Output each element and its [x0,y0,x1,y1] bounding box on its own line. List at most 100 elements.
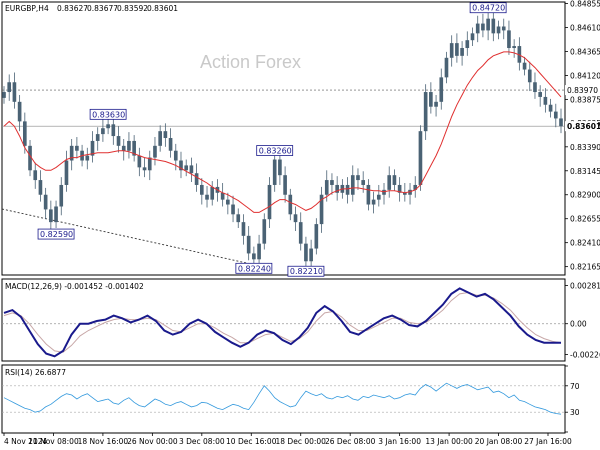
price-panel[interactable]: EURGBP,H4 0.83627 0.83677 0.83592 0.8360… [1,0,600,277]
candle-body [314,224,319,249]
candle-body [75,145,79,151]
candle-body [59,184,64,207]
candle-body [434,101,438,107]
candle-body [345,184,350,195]
price-annotation-box [37,228,75,240]
price-annotation-label: 0.83630 [92,110,125,119]
candle-body [158,131,162,146]
candle-body [64,160,69,185]
price-annotation-label: 0.84720 [472,4,505,13]
candle-body [127,140,131,151]
candle-body [376,194,381,200]
candle-body [184,165,189,171]
candle-body [2,92,6,98]
x-tick-label: 27 Jan 16:00 [524,437,572,446]
horizontal-line-label-bg [565,121,598,132]
price-annotation-box [287,265,325,277]
candle-body [116,136,121,146]
candle-body [179,160,183,171]
rsi-panel-frame [1,364,566,434]
price-header-title: EURGBP,H4 [5,4,49,13]
candle-body [121,145,126,151]
candle-body [199,184,204,195]
candle-body [392,175,397,185]
candle-body [293,214,298,223]
candle-body [403,192,407,195]
candle-body [231,204,235,215]
candle-body [283,175,287,195]
price-y-tick-label: 0.84365 [570,47,600,56]
price-annotation-label: 0.82590 [40,230,73,239]
candle-body [460,48,464,56]
rsi-y-tick-label: 70 [570,382,580,391]
candle-body [356,175,360,181]
price-header-open: 0.83627 [57,4,88,13]
candles [2,9,563,272]
candle-body [262,219,267,244]
candle-body [90,140,95,156]
horizontal-line-label: 0.83970 [567,86,598,95]
candle-body [7,82,12,93]
price-annotation-box [235,262,273,274]
x-tick-label: 18 Nov 16:00 [78,437,129,446]
rsi-guide-lines [2,385,565,413]
x-tick-label: 26 Dec 08:00 [325,437,376,446]
candle-body [142,167,147,171]
candle-body [252,253,256,260]
price-y-tick-label: 0.82655 [570,215,600,224]
candle-body [548,104,553,112]
price-header-close: 0.83601 [147,4,178,13]
horizontal-line-label: 0.83601 [567,122,600,131]
price-y-tick-label: 0.84120 [570,71,600,80]
candle-body [267,184,272,220]
candle-body [194,173,199,185]
macd-y-tick-label: 0.002816 [570,281,600,290]
price-y-tick-label: 0.84855 [570,0,600,9]
candle-body [54,206,58,223]
watermark: Action Forex [200,52,301,72]
x-tick-label: 3 Jan 16:00 [378,437,421,446]
candle-body [95,134,100,141]
candle-body [512,46,516,49]
candle-body [23,121,27,146]
macd-line [3,287,561,358]
macd-header: MACD(12,26,9) -0.001452 -0.001402 [5,282,144,291]
horizontal-lines: 0.83970 0.83601 [2,85,600,132]
candle-body [475,23,480,34]
candle-body [189,165,194,174]
rsi-panel[interactable]: RSI(14) 26.6877 70 30 [1,364,580,434]
candle-body [246,235,251,254]
candle-body [49,209,53,223]
candle-body [553,111,558,119]
x-tick-label: 20 Jan 08:00 [475,437,523,446]
price-y-tick-label: 0.82900 [570,191,600,200]
macd-y-tick-label: -0.002269 [570,351,600,360]
candle-body [491,18,496,34]
candle-body [241,222,246,236]
candle-body [559,118,563,127]
price-annotation-box [89,108,127,120]
candle-body [257,243,261,260]
candle-body [496,26,501,34]
candle-body [335,184,339,193]
candle-body [366,184,371,205]
candle-body [470,33,475,41]
candle-body [298,222,303,244]
trendline [1,208,261,267]
candle-body [101,128,105,135]
price-annotation-label: 0.82210 [290,267,323,276]
candle-body [527,69,532,83]
candle-body [132,140,136,156]
candle-body [304,243,308,262]
price-y-tick-label: 0.82410 [570,239,600,248]
x-tick-label: 13 Jan 00:00 [425,437,473,446]
candle-body [33,170,38,181]
candle-body [38,180,43,195]
candle-body [205,194,209,200]
macd-panel[interactable]: MACD(12,26,9) -0.001452 -0.001402 0.0028… [1,278,600,362]
price-header-high: 0.83677 [87,4,118,13]
candle-body [210,186,215,200]
price-y-tick-label: 0.83145 [570,167,600,176]
